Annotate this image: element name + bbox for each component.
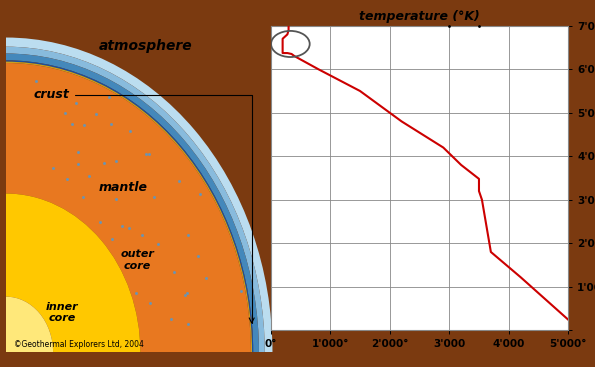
Text: outer
core: outer core <box>120 249 154 270</box>
Text: inner
core: inner core <box>46 302 78 323</box>
Text: crust: crust <box>34 88 254 323</box>
Wedge shape <box>6 54 259 352</box>
Wedge shape <box>6 193 140 352</box>
Text: atmosphere: atmosphere <box>99 39 193 52</box>
Wedge shape <box>6 47 265 352</box>
Title: temperature (°K): temperature (°K) <box>359 10 480 23</box>
Text: ©Geothermal Explorers Ltd, 2004: ©Geothermal Explorers Ltd, 2004 <box>14 340 144 349</box>
Wedge shape <box>6 60 253 352</box>
Wedge shape <box>6 37 273 352</box>
Wedge shape <box>6 297 53 352</box>
Wedge shape <box>6 62 252 352</box>
Text: mantle: mantle <box>99 181 148 194</box>
Wedge shape <box>6 63 251 352</box>
